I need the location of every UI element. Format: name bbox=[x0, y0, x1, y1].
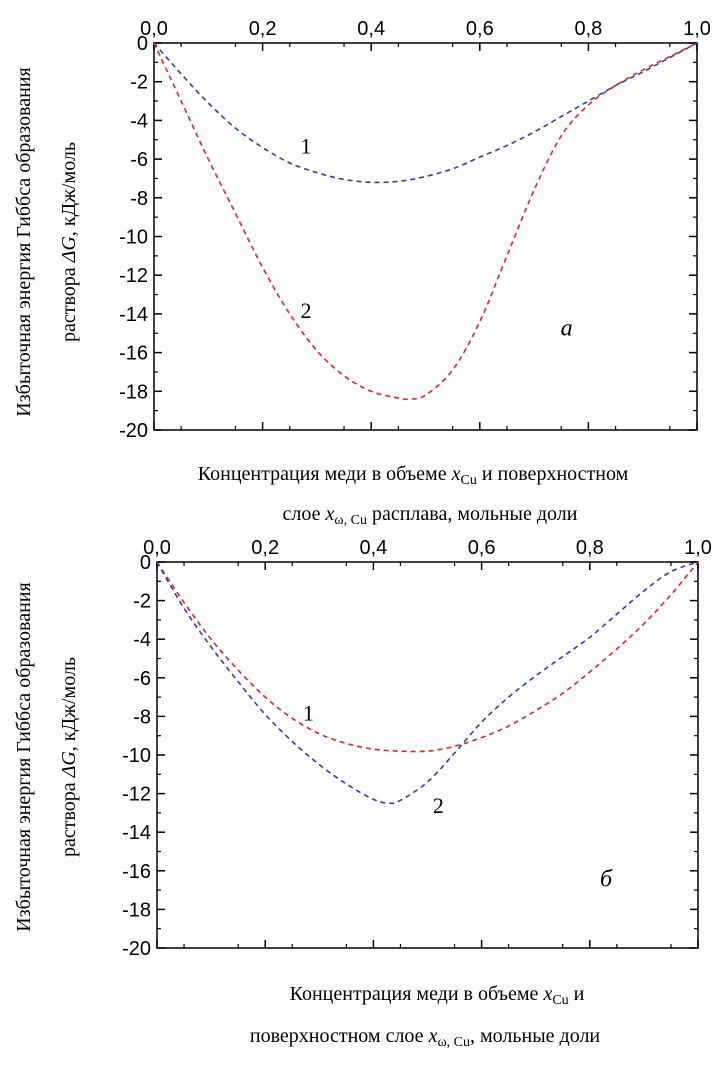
panel-letter: а bbox=[561, 315, 573, 341]
x-title-variable: x bbox=[451, 463, 461, 485]
series-line-1 bbox=[153, 42, 698, 184]
y-tick-label: -4 bbox=[133, 629, 151, 651]
y-title-text: раствора bbox=[58, 777, 80, 857]
x-tick-label: 0,2 bbox=[249, 18, 277, 40]
x-axis-title-line1: Концентрация меди в объеме xCu и bbox=[290, 983, 585, 1008]
y-title-text: раствора bbox=[58, 262, 80, 342]
x-title-text: слое bbox=[283, 503, 326, 525]
x-title-variable: x bbox=[542, 983, 552, 1005]
x-axis-title-line2: поверхностном слое xω, Cu, мольные доли bbox=[250, 1025, 601, 1050]
x-tick-label: 0,2 bbox=[251, 537, 279, 559]
y-tick-label: -2 bbox=[130, 72, 148, 94]
x-tick-label: 0,4 bbox=[357, 18, 385, 40]
y-title-unit: , кДж/моль bbox=[58, 657, 80, 751]
curve-label-1: 1 bbox=[303, 701, 314, 726]
y-tick-label: -18 bbox=[119, 381, 148, 403]
y-tick-label: -12 bbox=[122, 784, 151, 806]
curve-label-1: 1 bbox=[301, 134, 312, 159]
y-tick-label: -10 bbox=[122, 745, 151, 767]
y-axis-title-line2: раствора ΔG, кДж/моль bbox=[58, 142, 80, 342]
y-title-unit: , кДж/моль bbox=[58, 142, 80, 236]
x-axis-title-line1: Концентрация меди в объеме xCu и поверхн… bbox=[198, 463, 629, 488]
x-tick-label: 0,6 bbox=[468, 537, 496, 559]
x-title-variable: x bbox=[325, 503, 335, 525]
y-tick-label: -16 bbox=[119, 343, 148, 365]
y-tick-label: -6 bbox=[130, 149, 148, 171]
panel-letter: б bbox=[600, 867, 613, 893]
y-tick-label: 0 bbox=[137, 33, 148, 55]
x-title-text: расплава, мольные доли bbox=[367, 503, 578, 525]
y-axis-title-line1: Избыточная энергия Гиббса образования bbox=[13, 67, 35, 416]
x-axis-title-line2: слое xω, Cu расплава, мольные доли bbox=[283, 503, 578, 528]
y-tick-label: -8 bbox=[130, 188, 148, 210]
y-tick-label: -14 bbox=[122, 822, 151, 844]
series-line-2 bbox=[156, 561, 699, 805]
x-tick-label: 0,8 bbox=[576, 537, 604, 559]
x-tick-label: 1,0 bbox=[684, 537, 712, 559]
x-tick-label: 0,6 bbox=[466, 18, 494, 40]
plot-frame bbox=[153, 42, 698, 431]
series-line-2 bbox=[153, 42, 698, 401]
x-tick-label: 0,0 bbox=[143, 537, 171, 559]
y-tick-label: -14 bbox=[119, 304, 148, 326]
x-tick-label: 1,0 bbox=[683, 18, 711, 40]
x-title-text: Концентрация меди в объеме bbox=[290, 983, 544, 1005]
y-tick-label: -2 bbox=[133, 591, 151, 613]
y-axis-title-line2: раствора ΔG, кДж/моль bbox=[58, 657, 80, 857]
y-title-variable: ΔG bbox=[58, 236, 80, 264]
y-tick-label: -8 bbox=[133, 706, 151, 728]
y-tick-label: -20 bbox=[119, 420, 148, 442]
y-tick-label: -6 bbox=[133, 668, 151, 690]
y-axis-title-line1: Избыточная энергия Гиббса образования bbox=[13, 582, 35, 931]
y-tick-label: -10 bbox=[119, 227, 148, 249]
x-title-subscript: Cu bbox=[460, 473, 476, 488]
x-title-subscript: Cu bbox=[552, 993, 568, 1008]
x-title-subscript: ω, Cu bbox=[334, 513, 367, 528]
x-title-text: и поверхностном bbox=[477, 463, 629, 485]
x-title-text: Концентрация меди в объеме bbox=[198, 463, 452, 485]
series-line-1 bbox=[156, 561, 699, 753]
plot-frame bbox=[156, 561, 699, 949]
y-title-variable: ΔG bbox=[58, 751, 80, 779]
y-tick-label: -12 bbox=[119, 265, 148, 287]
curve-label-2: 2 bbox=[433, 793, 444, 818]
y-tick-label: -4 bbox=[130, 110, 148, 132]
y-tick-label: -16 bbox=[122, 861, 151, 883]
chart-panel-b: 0,0 0,2 0,4 0,6 0,8 1,0 0 -2 -4 -6 -8 -10 -12 -14 -16 -… bbox=[13, 537, 712, 1050]
y-tick-label: -20 bbox=[122, 938, 151, 960]
x-title-text: и bbox=[569, 983, 585, 1005]
x-title-subscript: ω, Cu bbox=[437, 1035, 470, 1050]
x-title-text: , мольные доли bbox=[470, 1025, 600, 1047]
curve-label-2: 2 bbox=[301, 298, 312, 323]
chart-panel-a: 0,0 0,2 0,4 0,6 0,8 1,0 0 -2 -4 -6 -8 -10 -12 -14 -16 -… bbox=[13, 18, 711, 528]
x-tick-label: 0,8 bbox=[574, 18, 602, 40]
x-title-variable: x bbox=[428, 1025, 438, 1047]
x-title-text: поверхностном слое bbox=[250, 1025, 429, 1047]
x-tick-label: 0,0 bbox=[140, 18, 168, 40]
y-tick-label: 0 bbox=[140, 552, 151, 574]
y-tick-label: -18 bbox=[122, 899, 151, 921]
x-tick-label: 0,4 bbox=[359, 537, 387, 559]
